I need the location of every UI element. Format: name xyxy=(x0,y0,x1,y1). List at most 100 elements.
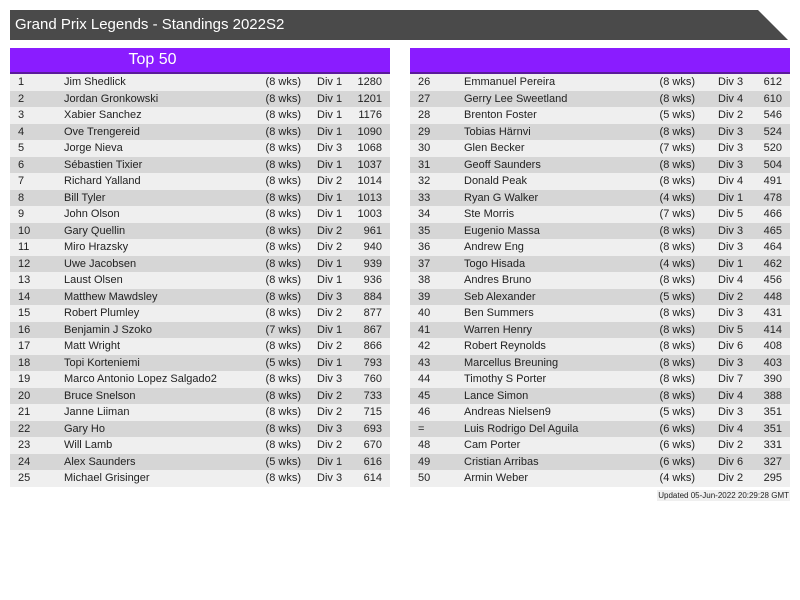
cell-wks: (8 wks) xyxy=(265,175,301,187)
table-row: 35 Eugenio Massa (8 wks) Div 3 465 xyxy=(410,222,790,239)
cell-div: Div 5 xyxy=(718,208,744,220)
cell-div: Div 2 xyxy=(317,340,343,352)
table-row: 16 Benjamin J Szoko (7 wks) Div 1 867 xyxy=(10,321,390,338)
table-row: 44 Timothy S Porter (8 wks) Div 7 390 xyxy=(410,371,790,388)
cell-name: Richard Yalland xyxy=(64,175,141,187)
cell-wks: (4 wks) xyxy=(659,257,695,270)
cell-pts: 936 xyxy=(363,274,382,286)
cell-name: Geoff Saunders xyxy=(464,158,541,171)
cell-wks: (8 wks) xyxy=(265,208,301,220)
cell-div: Div 3 xyxy=(718,142,744,154)
cell-pts: 504 xyxy=(763,158,782,171)
table-row: 33 Ryan G Walker (4 wks) Div 1 478 xyxy=(410,189,790,206)
table-row: 42 Robert Reynolds (8 wks) Div 6 408 xyxy=(410,338,790,355)
table-row: 12 Uwe Jacobsen (8 wks) Div 1 939 xyxy=(10,255,390,272)
cell-div: Div 1 xyxy=(317,92,343,105)
cell-pts: 1037 xyxy=(357,158,382,171)
cell-wks: (7 wks) xyxy=(265,323,301,336)
cell-rank: 16 xyxy=(18,323,31,336)
cell-div: Div 2 xyxy=(317,175,343,187)
table-row: 45 Lance Simon (8 wks) Div 4 388 xyxy=(410,387,790,404)
cell-div: Div 1 xyxy=(718,191,744,204)
cell-div: Div 2 xyxy=(718,109,744,121)
cell-rank: 41 xyxy=(418,323,431,336)
cell-pts: 520 xyxy=(763,142,782,154)
cell-rank: 45 xyxy=(418,389,431,402)
cell-div: Div 3 xyxy=(317,142,343,154)
cell-rank: 30 xyxy=(418,142,431,154)
cell-wks: (8 wks) xyxy=(265,158,301,171)
cell-name: Andres Bruno xyxy=(464,274,532,286)
table-row: 38 Andres Bruno (8 wks) Div 4 456 xyxy=(410,272,790,289)
cell-div: Div 2 xyxy=(718,439,744,451)
cell-rank: 40 xyxy=(418,307,431,319)
cell-pts: 866 xyxy=(363,340,382,352)
cell-div: Div 1 xyxy=(317,257,343,270)
cell-wks: (8 wks) xyxy=(659,373,695,385)
cell-div: Div 3 xyxy=(718,307,744,319)
standings-panel-left: Top 50 1 Jim Shedlick (8 wks) Div 1 1280 2 Jor… xyxy=(10,48,390,487)
cell-pts: 793 xyxy=(363,356,382,369)
cell-wks: (8 wks) xyxy=(265,257,301,270)
table-row: 40 Ben Summers (8 wks) Div 3 431 xyxy=(410,305,790,322)
cell-pts: 760 xyxy=(363,373,382,385)
cell-div: Div 6 xyxy=(718,340,744,352)
cell-pts: 884 xyxy=(363,290,382,303)
cell-div: Div 3 xyxy=(718,241,744,253)
cell-name: Robert Reynolds xyxy=(464,340,546,352)
table-row: 15 Robert Plumley (8 wks) Div 2 877 xyxy=(10,305,390,322)
cell-name: Robert Plumley xyxy=(64,307,140,319)
cell-wks: (8 wks) xyxy=(265,92,301,105)
table-row: 36 Andrew Eng (8 wks) Div 3 464 xyxy=(410,239,790,256)
cell-name: Uwe Jacobsen xyxy=(64,257,137,270)
cell-pts: 715 xyxy=(363,406,382,418)
cell-name: Miro Hrazsky xyxy=(64,241,129,253)
cell-pts: 388 xyxy=(763,389,782,402)
cell-wks: (4 wks) xyxy=(659,191,695,204)
cell-div: Div 2 xyxy=(317,241,343,253)
cell-wks: (8 wks) xyxy=(659,340,695,352)
table-row: 39 Seb Alexander (5 wks) Div 2 448 xyxy=(410,288,790,305)
cell-div: Div 1 xyxy=(317,455,343,468)
table-row: 30 Glen Becker (7 wks) Div 3 520 xyxy=(410,140,790,157)
cell-wks: (8 wks) xyxy=(659,158,695,171)
cell-rank: 23 xyxy=(18,439,31,451)
cell-pts: 610 xyxy=(763,92,782,105)
cell-pts: 616 xyxy=(363,455,382,468)
cell-wks: (8 wks) xyxy=(265,224,301,237)
cell-rank: 13 xyxy=(18,274,31,286)
cell-rank: 22 xyxy=(18,422,31,435)
table-row: 28 Brenton Foster (5 wks) Div 2 546 xyxy=(410,107,790,124)
table-row: 23 Will Lamb (8 wks) Div 2 670 xyxy=(10,437,390,454)
cell-div: Div 3 xyxy=(718,158,744,171)
cell-pts: 351 xyxy=(763,406,782,418)
cell-div: Div 2 xyxy=(718,290,744,303)
cell-name: Lance Simon xyxy=(464,389,529,402)
cell-div: Div 4 xyxy=(718,92,744,105)
cell-name: Will Lamb xyxy=(64,439,113,451)
cell-pts: 670 xyxy=(363,439,382,451)
standings-table: 1 Jim Shedlick (8 wks) Div 1 1280 2 Jordan Gro… xyxy=(10,74,390,487)
cell-pts: 327 xyxy=(763,455,782,468)
cell-wks: (8 wks) xyxy=(265,76,301,88)
cell-rank: 8 xyxy=(18,191,25,204)
cell-div: Div 7 xyxy=(718,373,744,385)
cell-div: Div 1 xyxy=(317,109,343,121)
table-row: 19 Marco Antonio Lopez Salgado2 (8 wks) Div… xyxy=(10,371,390,388)
cell-rank: 50 xyxy=(418,472,431,484)
table-row: 32 Donald Peak (8 wks) Div 4 491 xyxy=(410,173,790,190)
table-row: 48 Cam Porter (6 wks) Div 2 331 xyxy=(410,437,790,454)
cell-pts: 693 xyxy=(363,422,382,435)
cell-name: Luis Rodrigo Del Aguila xyxy=(464,422,579,435)
cell-rank: 28 xyxy=(418,109,431,121)
cell-div: Div 4 xyxy=(718,175,744,187)
table-row: 43 Marcellus Breuning (8 wks) Div 3 403 xyxy=(410,354,790,371)
cell-rank: 31 xyxy=(418,158,431,171)
cell-pts: 408 xyxy=(763,340,782,352)
cell-wks: (8 wks) xyxy=(265,472,301,484)
table-row: 49 Cristian Arribas (6 wks) Div 6 327 xyxy=(410,453,790,470)
cell-div: Div 2 xyxy=(317,439,343,451)
table-row: 13 Laust Olsen (8 wks) Div 1 936 xyxy=(10,272,390,289)
cell-div: Div 1 xyxy=(317,191,343,204)
cell-pts: 1201 xyxy=(357,92,382,105)
